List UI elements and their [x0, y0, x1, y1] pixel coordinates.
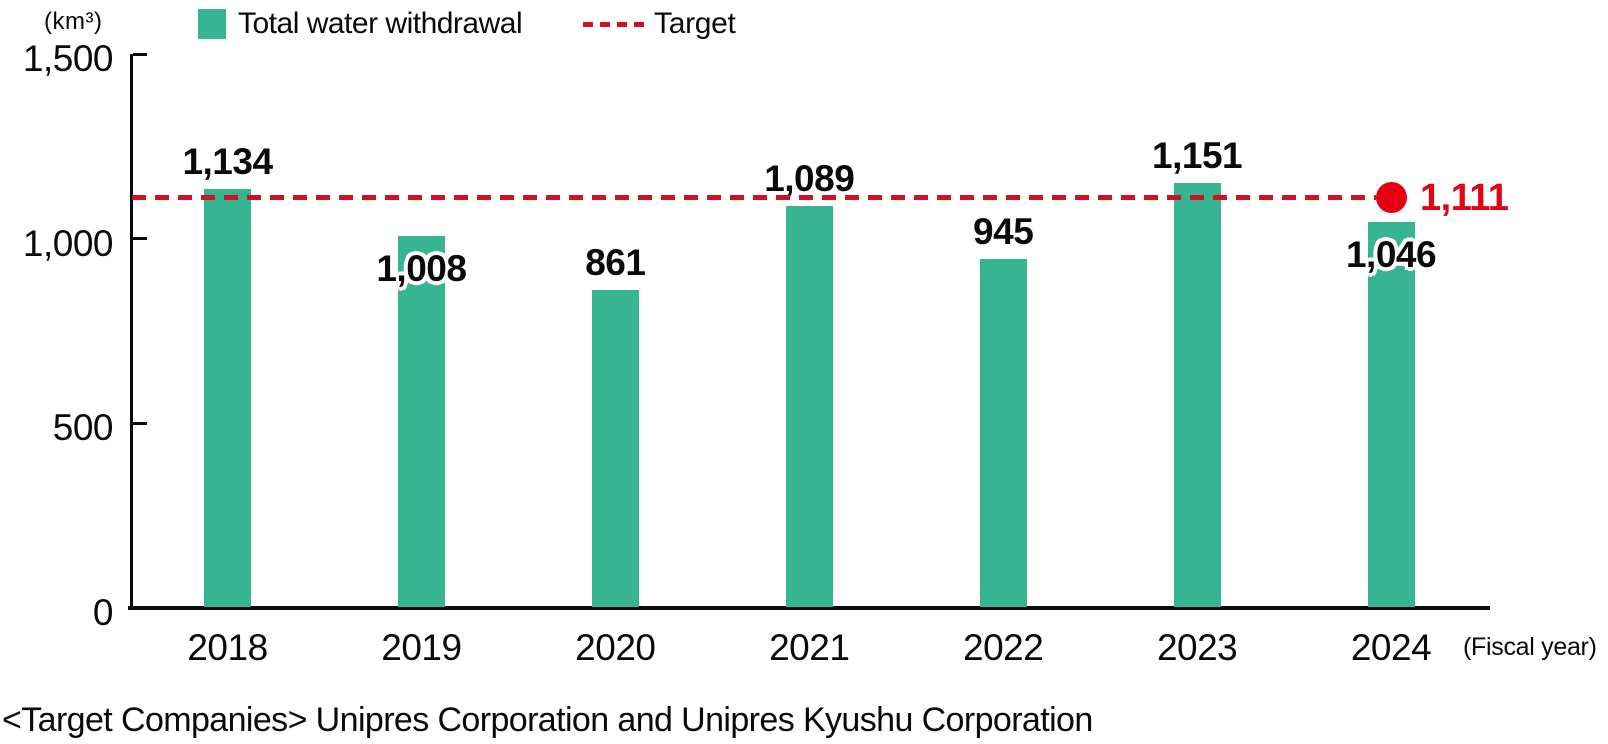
bar-2024	[1367, 221, 1415, 607]
y-axis-unit-label: (km³)	[44, 8, 103, 35]
bar-2022	[979, 258, 1027, 607]
value-label-2024: 1,046	[1345, 233, 1437, 275]
target-point-icon	[1375, 182, 1407, 214]
value-label-2018: 1,134	[182, 141, 273, 183]
y-axis-tick	[133, 52, 147, 56]
x-axis-unit-label: (Fiscal year)	[1463, 633, 1597, 661]
x-axis-label-2024: 2024	[1350, 627, 1432, 668]
x-axis-line	[128, 606, 1490, 610]
y-axis-tick	[133, 237, 147, 241]
x-axis-label-2021: 2021	[769, 627, 850, 668]
value-label-2021: 1,089	[764, 157, 855, 199]
value-label-2023: 1,151	[1152, 134, 1243, 176]
legend-bar-swatch-icon	[198, 9, 226, 39]
bar-2019	[397, 235, 445, 607]
legend-target-dash-icon	[583, 22, 645, 27]
bar-2021	[785, 205, 833, 607]
value-label-2022: 945	[973, 210, 1034, 252]
x-axis-label-2018: 2018	[187, 627, 268, 668]
y-axis-tick-label: 1,000	[22, 222, 114, 264]
y-axis-tick-label: 0	[92, 592, 114, 633]
x-axis-label-2022: 2022	[963, 627, 1044, 668]
value-label-2019: 1,008	[376, 247, 467, 289]
x-axis-label-2023: 2023	[1156, 627, 1238, 668]
bar-2023	[1173, 182, 1221, 607]
y-axis-tick	[133, 421, 147, 425]
legend-target-label: Target	[654, 7, 736, 40]
x-axis-label-2020: 2020	[575, 627, 656, 668]
legend-series-label: Total water withdrawal	[238, 7, 523, 40]
target-companies-note: <Target Companies> Unipres Corporation a…	[2, 701, 1093, 739]
bar-2018	[204, 189, 251, 607]
y-axis-line	[130, 54, 133, 610]
y-axis-tick-label: 1,500	[22, 38, 114, 79]
value-label-2020: 861	[585, 242, 646, 283]
target-line	[132, 195, 1377, 201]
target-value-label: 1,111	[1420, 176, 1509, 219]
bar-2020	[591, 290, 639, 607]
x-axis-label-2019: 2019	[381, 627, 462, 668]
y-axis-tick-label: 500	[52, 407, 114, 449]
